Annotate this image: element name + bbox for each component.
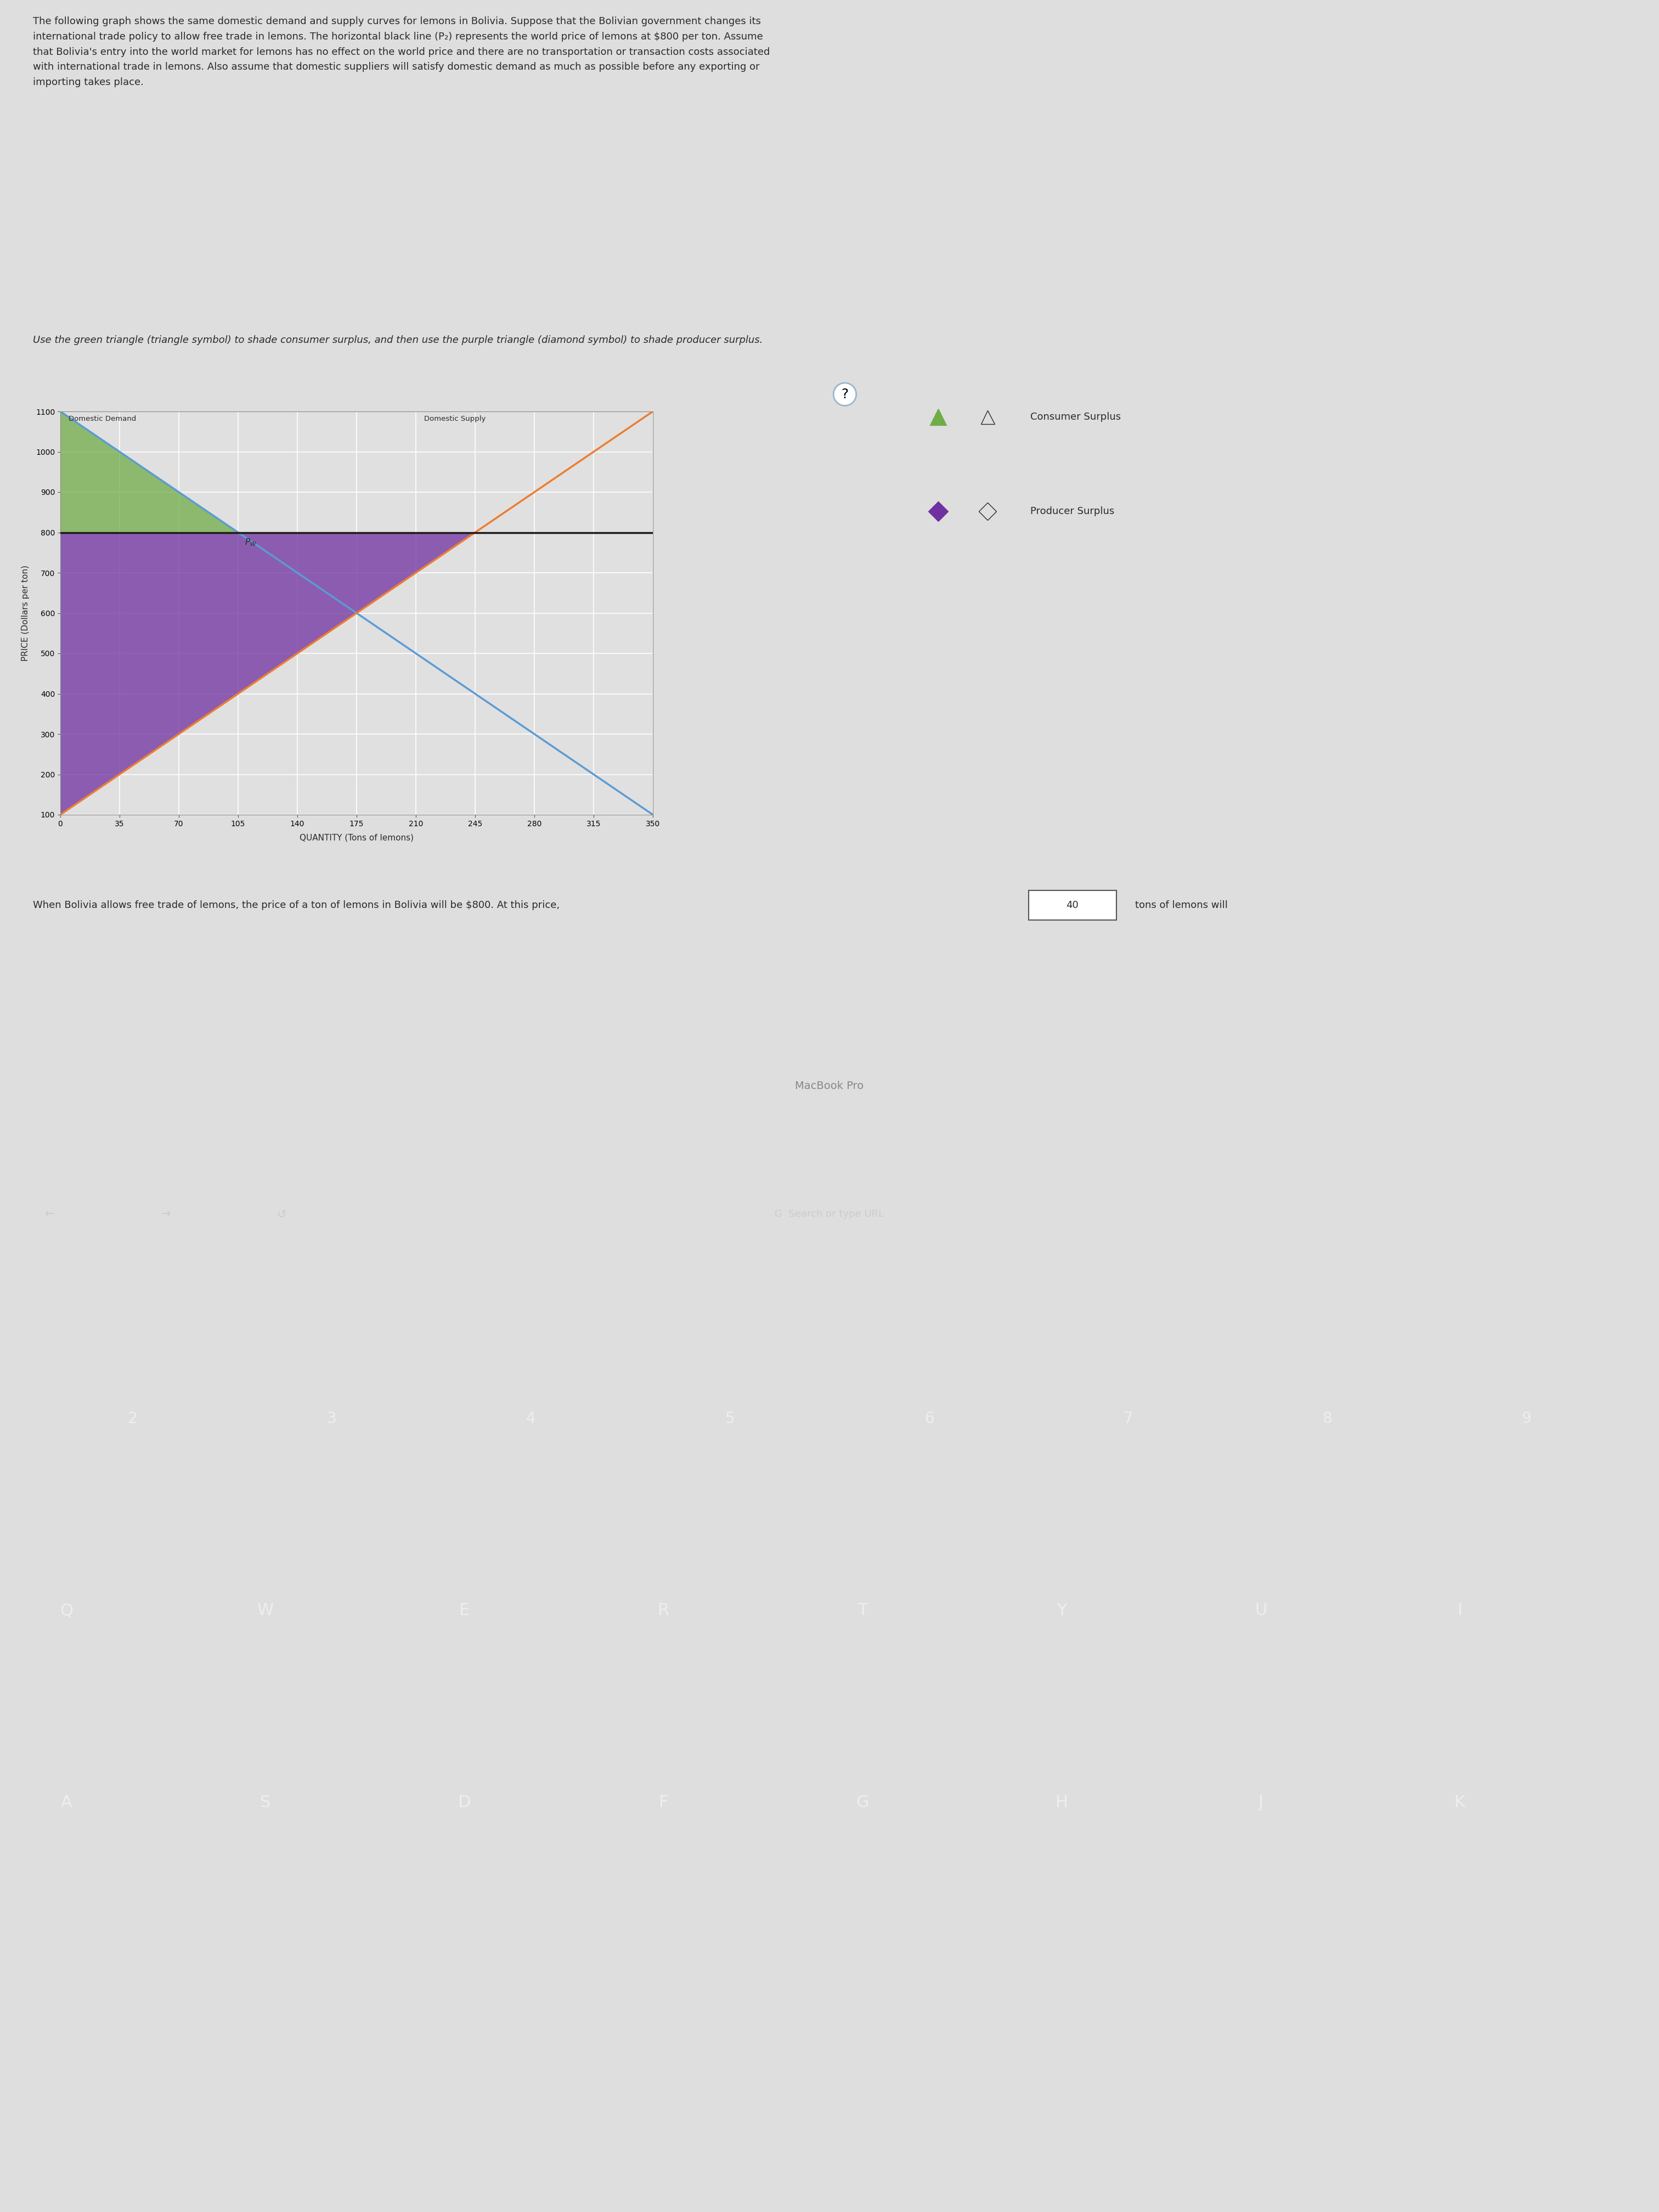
Text: ↺: ↺ — [277, 1208, 287, 1219]
Text: D: D — [458, 1794, 471, 1812]
Text: Q: Q — [60, 1604, 73, 1619]
Text: Consumer Surplus: Consumer Surplus — [1030, 411, 1121, 422]
Text: I: I — [1458, 1604, 1462, 1619]
Text: →: → — [161, 1208, 171, 1219]
Text: 9: 9 — [1521, 1411, 1531, 1427]
Text: When Bolivia allows free trade of lemons, the price of a ton of lemons in Bolivi: When Bolivia allows free trade of lemons… — [33, 900, 561, 909]
Text: A: A — [61, 1794, 71, 1812]
Text: F: F — [659, 1794, 669, 1812]
Text: ←: ← — [45, 1208, 55, 1219]
Text: $P_W$: $P_W$ — [246, 538, 257, 549]
Text: T: T — [858, 1604, 868, 1619]
Polygon shape — [60, 533, 474, 814]
Text: 6: 6 — [924, 1411, 934, 1427]
Text: 40: 40 — [1067, 900, 1078, 909]
Y-axis label: PRICE (Dollars per ton): PRICE (Dollars per ton) — [22, 564, 30, 661]
Text: Domestic Demand: Domestic Demand — [68, 416, 136, 422]
Text: 3: 3 — [327, 1411, 337, 1427]
Text: Domestic Supply: Domestic Supply — [425, 416, 486, 422]
Text: G  Search or type URL: G Search or type URL — [775, 1210, 884, 1219]
Text: U: U — [1254, 1604, 1267, 1619]
Text: 2: 2 — [128, 1411, 138, 1427]
Text: H: H — [1055, 1794, 1068, 1812]
Text: 7: 7 — [1123, 1411, 1133, 1427]
Text: The following graph shows the same domestic demand and supply curves for lemons : The following graph shows the same domes… — [33, 15, 770, 86]
FancyBboxPatch shape — [1029, 891, 1117, 920]
Text: ?: ? — [841, 387, 848, 400]
Text: 5: 5 — [725, 1411, 735, 1427]
Text: S: S — [260, 1794, 270, 1812]
Text: G: G — [856, 1794, 869, 1812]
Text: Y: Y — [1057, 1604, 1067, 1619]
Text: Use the green triangle (triangle symbol) to shade consumer surplus, and then use: Use the green triangle (triangle symbol)… — [33, 336, 763, 345]
Text: W: W — [257, 1604, 274, 1619]
Text: 8: 8 — [1322, 1411, 1332, 1427]
Polygon shape — [60, 411, 239, 533]
Text: E: E — [460, 1604, 469, 1619]
Text: tons of lemons will: tons of lemons will — [1135, 900, 1228, 909]
X-axis label: QUANTITY (Tons of lemons): QUANTITY (Tons of lemons) — [300, 834, 413, 843]
Text: R: R — [657, 1604, 670, 1619]
Text: MacBook Pro: MacBook Pro — [795, 1082, 864, 1091]
Text: J: J — [1259, 1794, 1262, 1812]
Text: K: K — [1455, 1794, 1465, 1812]
Text: Producer Surplus: Producer Surplus — [1030, 507, 1115, 515]
Text: 4: 4 — [526, 1411, 536, 1427]
